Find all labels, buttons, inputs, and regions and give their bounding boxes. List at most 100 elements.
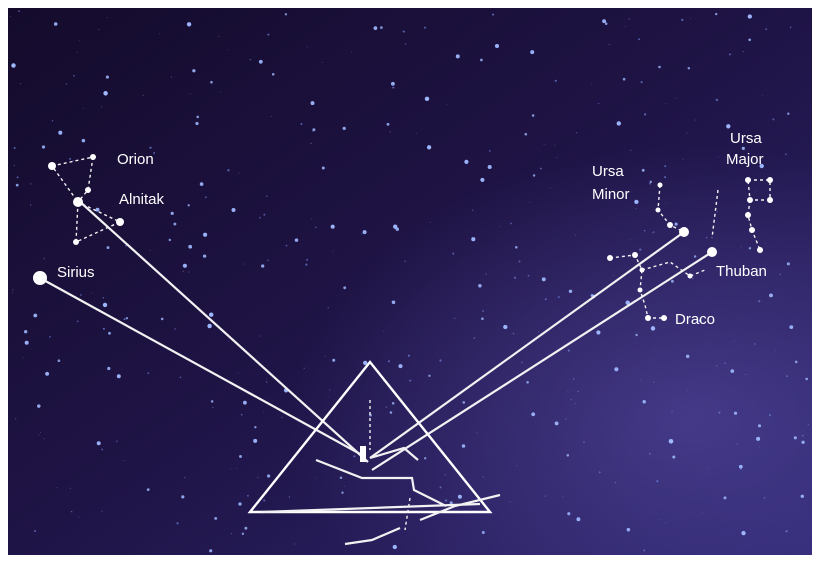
- star: [706, 467, 708, 469]
- star: [69, 157, 71, 160]
- star: [79, 40, 81, 42]
- star: [554, 79, 557, 82]
- star: [733, 411, 738, 415]
- star: [236, 467, 238, 470]
- star: [265, 381, 268, 383]
- star: [210, 400, 214, 403]
- star: [332, 358, 336, 362]
- star: [642, 399, 646, 404]
- star: [18, 10, 20, 13]
- star: [43, 258, 45, 260]
- star: [481, 317, 484, 320]
- star: [263, 411, 265, 413]
- star: [665, 522, 667, 524]
- star: [681, 18, 684, 22]
- star: [672, 455, 676, 459]
- star: [764, 243, 766, 245]
- star: [329, 389, 331, 391]
- star: [362, 230, 367, 235]
- star: [101, 448, 104, 451]
- star: [382, 380, 384, 382]
- star: [321, 62, 323, 64]
- star: [270, 115, 272, 117]
- star: [641, 168, 645, 172]
- star: [424, 96, 430, 102]
- star: [614, 367, 619, 372]
- star: [801, 440, 805, 444]
- star: [801, 434, 804, 437]
- star: [789, 26, 792, 29]
- star: [527, 274, 530, 277]
- star: [9, 16, 12, 18]
- star: [665, 202, 667, 204]
- star: [76, 230, 79, 232]
- star: [674, 222, 678, 226]
- star: [102, 297, 105, 299]
- star: [567, 349, 570, 352]
- star: [73, 74, 75, 77]
- star: [730, 369, 735, 373]
- star: [249, 58, 252, 61]
- star: [149, 146, 152, 149]
- star: [568, 289, 573, 294]
- star: [769, 293, 773, 298]
- star: [718, 411, 721, 414]
- star: [449, 501, 453, 505]
- star: [576, 517, 581, 522]
- star: [393, 224, 398, 229]
- star: [787, 112, 790, 115]
- star: [625, 300, 630, 305]
- star: [423, 26, 427, 29]
- star: [487, 164, 492, 170]
- star: [123, 318, 126, 321]
- star: [351, 51, 353, 53]
- star: [503, 324, 508, 330]
- star: [591, 83, 593, 84]
- star: [567, 512, 571, 516]
- star: [186, 22, 192, 27]
- star: [81, 138, 86, 143]
- star: [41, 145, 46, 149]
- star: [741, 530, 746, 536]
- star: [757, 424, 762, 428]
- star: [715, 98, 719, 102]
- star: [480, 58, 483, 62]
- star: [24, 340, 29, 345]
- star: [199, 182, 204, 186]
- ursa-major-figure: [711, 177, 773, 253]
- star: [182, 270, 184, 273]
- star: [630, 149, 632, 152]
- star: [285, 244, 288, 247]
- star: [652, 231, 655, 233]
- star: [16, 176, 19, 179]
- draco-figure: [607, 252, 706, 321]
- ursa-major-label: Ursa Major: [726, 130, 764, 168]
- star: [398, 364, 403, 369]
- star: [669, 263, 671, 265]
- star: [230, 468, 232, 470]
- star: [78, 516, 80, 518]
- star: [643, 549, 646, 552]
- star: [383, 330, 385, 332]
- star: [258, 59, 263, 64]
- star: [723, 496, 727, 500]
- star: [686, 132, 688, 134]
- star: [407, 354, 410, 357]
- star: [598, 102, 600, 105]
- star: [513, 276, 517, 279]
- orion-label: Orion: [117, 151, 154, 168]
- star: [15, 183, 19, 187]
- star: [202, 254, 207, 258]
- star: [181, 495, 185, 499]
- star: [204, 196, 207, 199]
- star: [188, 244, 193, 249]
- star: [76, 320, 79, 323]
- star: [567, 391, 569, 393]
- star: [246, 494, 249, 497]
- star: [22, 356, 24, 358]
- star: [30, 183, 32, 185]
- star: [531, 114, 535, 117]
- star: [686, 389, 688, 391]
- star: [515, 465, 517, 467]
- star: [424, 457, 427, 460]
